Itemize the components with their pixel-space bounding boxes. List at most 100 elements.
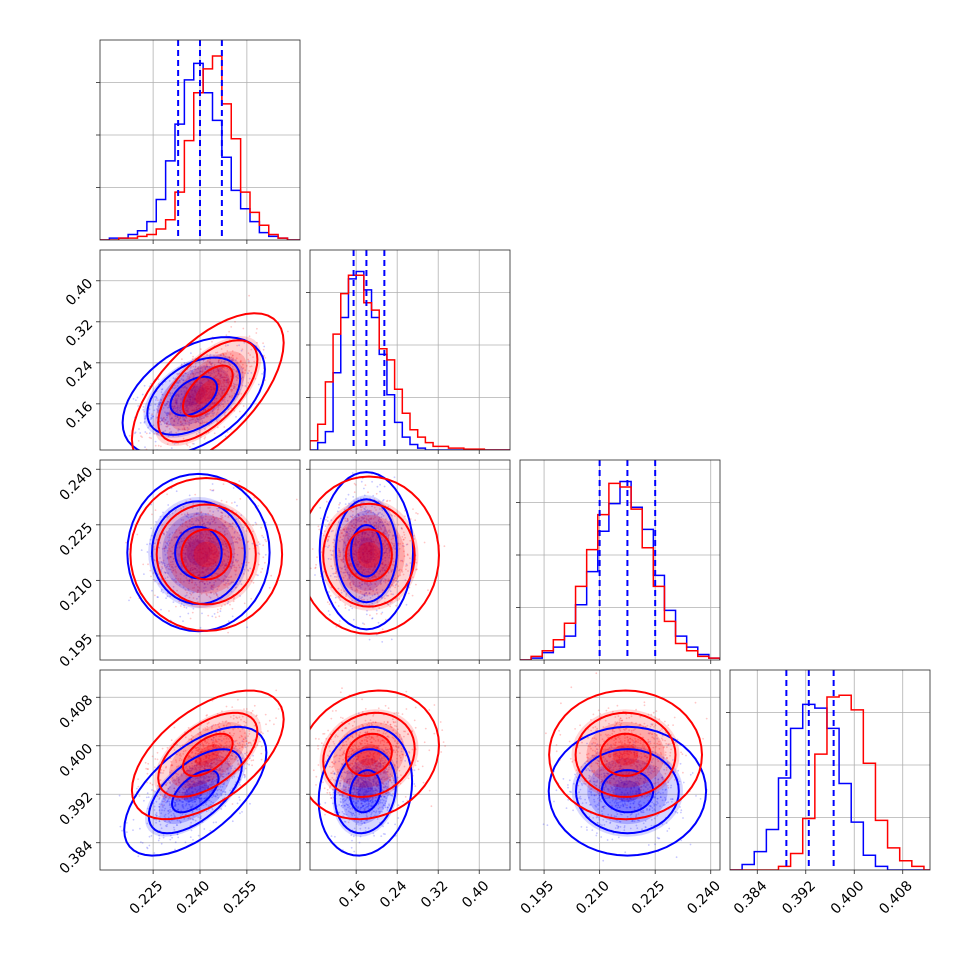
scatter-point: [186, 411, 189, 413]
scatter-point: [220, 605, 223, 608]
scatter-point: [363, 535, 366, 538]
scatter-point: [197, 420, 199, 423]
scatter-point: [350, 521, 352, 524]
scatter-point: [238, 353, 241, 355]
scatter-point: [210, 575, 213, 578]
scatter-point: [231, 528, 234, 530]
scatter-point: [192, 573, 195, 575]
scatter-point: [384, 528, 386, 531]
scatter-point: [362, 569, 365, 572]
scatter-point: [202, 548, 204, 550]
scatter-point: [212, 412, 215, 415]
scatter-point: [170, 550, 173, 553]
scatter-point: [354, 516, 357, 518]
scatter-point: [239, 799, 241, 801]
scatter-point: [161, 419, 163, 422]
scatter-point: [228, 772, 231, 774]
scatter-point: [161, 419, 164, 422]
scatter-point: [232, 357, 235, 360]
scatter-point: [354, 545, 357, 547]
scatter-point: [226, 546, 229, 549]
scatter-point: [349, 576, 351, 578]
scatter-point: [215, 548, 218, 551]
scatter-point: [194, 778, 197, 780]
scatter-point: [190, 821, 193, 824]
scatter-point: [308, 606, 310, 608]
scatter-point: [204, 393, 206, 396]
scatter-point: [233, 532, 236, 534]
scatter-point: [178, 799, 181, 802]
scatter-point: [209, 790, 211, 793]
scatter-point: [194, 388, 197, 391]
scatter-point: [368, 534, 370, 537]
scatter-point: [186, 375, 189, 378]
scatter-point: [378, 556, 381, 559]
scatter-point: [360, 544, 363, 546]
scatter-point: [385, 500, 388, 503]
scatter-point: [323, 570, 325, 573]
scatter-point: [160, 423, 163, 426]
scatter-point: [349, 574, 352, 577]
scatter-point: [173, 578, 175, 581]
scatter-point: [352, 583, 355, 586]
scatter-point: [368, 584, 371, 586]
scatter-point: [204, 414, 207, 417]
scatter-point: [227, 378, 230, 381]
scatter-point: [169, 413, 172, 416]
scatter-point: [232, 522, 234, 525]
scatter-point: [190, 567, 193, 569]
scatter-point: [187, 793, 189, 795]
scatter-point: [208, 799, 211, 802]
scatter-point: [210, 397, 213, 400]
scatter-point: [200, 366, 203, 368]
scatter-point: [211, 403, 214, 405]
scatter-point: [233, 410, 236, 412]
scatter-point: [212, 382, 215, 385]
scatter-point: [248, 548, 251, 550]
scatter-point: [203, 417, 205, 419]
scatter-point: [176, 385, 179, 387]
scatter-point: [208, 557, 211, 560]
scatter-point: [389, 605, 391, 608]
scatter-point: [212, 752, 215, 755]
scatter-point: [199, 397, 202, 399]
scatter-point: [200, 531, 203, 534]
scatter-point: [344, 541, 346, 544]
scatter-point: [370, 545, 372, 547]
scatter-point: [382, 566, 385, 569]
scatter-point: [225, 379, 228, 382]
scatter-point: [388, 556, 390, 559]
scatter-point: [357, 549, 359, 552]
scatter-point: [224, 548, 226, 551]
scatter-point: [203, 391, 206, 394]
scatter-point: [379, 521, 382, 524]
scatter-blue: [127, 477, 267, 629]
scatter-point: [183, 426, 186, 429]
scatter-point: [372, 556, 375, 558]
scatter-point: [196, 508, 199, 510]
scatter-point: [147, 426, 150, 429]
scatter-point: [214, 545, 216, 548]
scatter-point: [366, 533, 369, 536]
scatter-point: [210, 534, 213, 537]
scatter-point: [242, 405, 245, 407]
scatter-point: [391, 563, 394, 566]
scatter-point: [209, 563, 211, 566]
scatter-point: [353, 553, 356, 555]
scatter-point: [385, 563, 387, 566]
scatter-point: [370, 551, 373, 554]
scatter-point: [361, 583, 363, 585]
scatter-point: [256, 544, 258, 547]
scatter-point: [392, 546, 394, 549]
scatter-point: [198, 555, 201, 558]
scatter-point: [218, 552, 221, 555]
scatter-point: [189, 516, 192, 518]
scatter-point: [179, 410, 182, 412]
scatter-point: [219, 366, 222, 369]
scatter-point: [368, 550, 371, 553]
scatter-point: [365, 546, 368, 549]
scatter-point: [205, 421, 208, 424]
scatter-point: [404, 579, 407, 581]
scatter-point: [344, 543, 347, 545]
scatter-point: [356, 558, 359, 561]
